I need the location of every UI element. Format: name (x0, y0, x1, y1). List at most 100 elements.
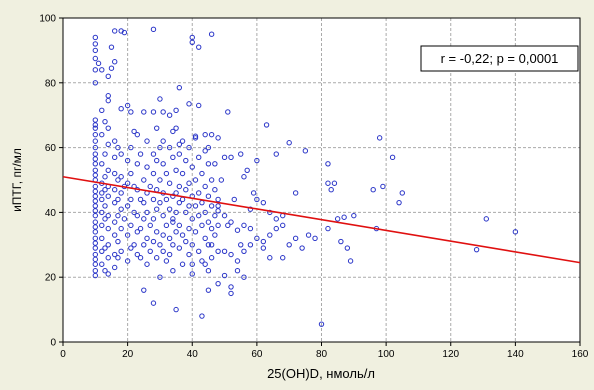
data-point (92, 131, 99, 138)
data-point (305, 232, 312, 238)
data-point (192, 229, 199, 235)
data-point (102, 245, 108, 251)
data-point (160, 109, 166, 115)
data-point (215, 196, 221, 203)
data-point (267, 209, 273, 216)
data-point (234, 258, 241, 264)
data-point (115, 238, 121, 245)
data-point (173, 209, 179, 216)
data-point (99, 248, 105, 254)
data-point (92, 212, 99, 219)
data-point (99, 190, 105, 196)
data-point (92, 245, 99, 251)
data-point (183, 238, 189, 245)
data-point (134, 212, 141, 219)
data-point (260, 238, 267, 245)
data-point (150, 238, 157, 245)
data-point (144, 261, 150, 267)
data-point (141, 216, 147, 222)
data-point (128, 196, 134, 203)
data-point (199, 222, 205, 229)
data-point (221, 272, 228, 279)
data-point (273, 225, 279, 232)
data-point (115, 212, 121, 219)
data-point (170, 219, 176, 225)
data-point (154, 255, 160, 261)
data-point (160, 138, 166, 144)
data-point (166, 251, 173, 258)
data-point (166, 112, 173, 118)
data-point (154, 157, 160, 164)
data-point (170, 242, 176, 248)
data-point (173, 167, 179, 173)
y-tick-label: 100 (39, 14, 56, 25)
data-point (267, 232, 273, 238)
data-point (260, 245, 267, 251)
data-point (376, 135, 383, 141)
data-point (163, 196, 170, 203)
data-point (250, 190, 257, 196)
data-point (118, 225, 124, 232)
data-point (212, 187, 218, 193)
x-tick-label: 120 (442, 349, 459, 360)
data-point (112, 138, 118, 144)
data-point (225, 109, 231, 115)
data-point (241, 174, 247, 180)
y-axis-title: иПТГ, пг/мл (10, 148, 24, 212)
data-point (189, 164, 195, 170)
data-point (241, 222, 247, 229)
data-point (105, 255, 111, 261)
data-point (247, 206, 254, 212)
data-point (208, 225, 215, 232)
data-point (318, 321, 325, 327)
data-point (92, 272, 99, 279)
data-point (112, 187, 118, 193)
data-point (183, 209, 189, 216)
data-point (150, 300, 157, 306)
data-point (286, 242, 292, 248)
data-point (254, 157, 260, 164)
data-point (115, 255, 121, 261)
data-point (144, 209, 150, 216)
data-point (112, 154, 118, 161)
data-points (92, 26, 519, 327)
data-point (121, 29, 128, 36)
data-point (92, 122, 99, 128)
data-point (512, 229, 519, 235)
data-point (99, 222, 105, 229)
data-point (186, 203, 192, 209)
data-point (92, 161, 99, 167)
data-point (99, 131, 105, 138)
data-point (124, 258, 131, 264)
data-point (196, 212, 202, 219)
data-point (179, 261, 186, 267)
data-point (238, 151, 244, 157)
data-point (273, 151, 279, 157)
data-point (92, 80, 99, 86)
data-point (202, 209, 208, 216)
data-point (208, 31, 215, 37)
data-point (221, 212, 228, 219)
data-point (208, 177, 215, 183)
data-point (328, 187, 334, 193)
data-point (179, 138, 186, 144)
data-point (208, 131, 215, 138)
data-point (192, 135, 199, 141)
data-point (225, 222, 231, 229)
axis-ticks: 0 20 40 60 80 100 120 140 160 0 20 40 60 80 100 (39, 14, 588, 361)
data-point (118, 106, 124, 112)
data-point (105, 167, 111, 173)
data-point (205, 161, 212, 167)
data-point (351, 212, 357, 219)
data-point (128, 109, 134, 115)
data-point (228, 290, 234, 297)
data-point (244, 167, 250, 173)
data-point (212, 232, 218, 238)
data-point (102, 118, 108, 125)
data-point (92, 67, 99, 73)
data-point (473, 246, 480, 253)
data-point (192, 133, 199, 139)
x-tick-label: 0 (60, 349, 66, 360)
data-point (176, 183, 183, 190)
data-point (128, 222, 134, 229)
